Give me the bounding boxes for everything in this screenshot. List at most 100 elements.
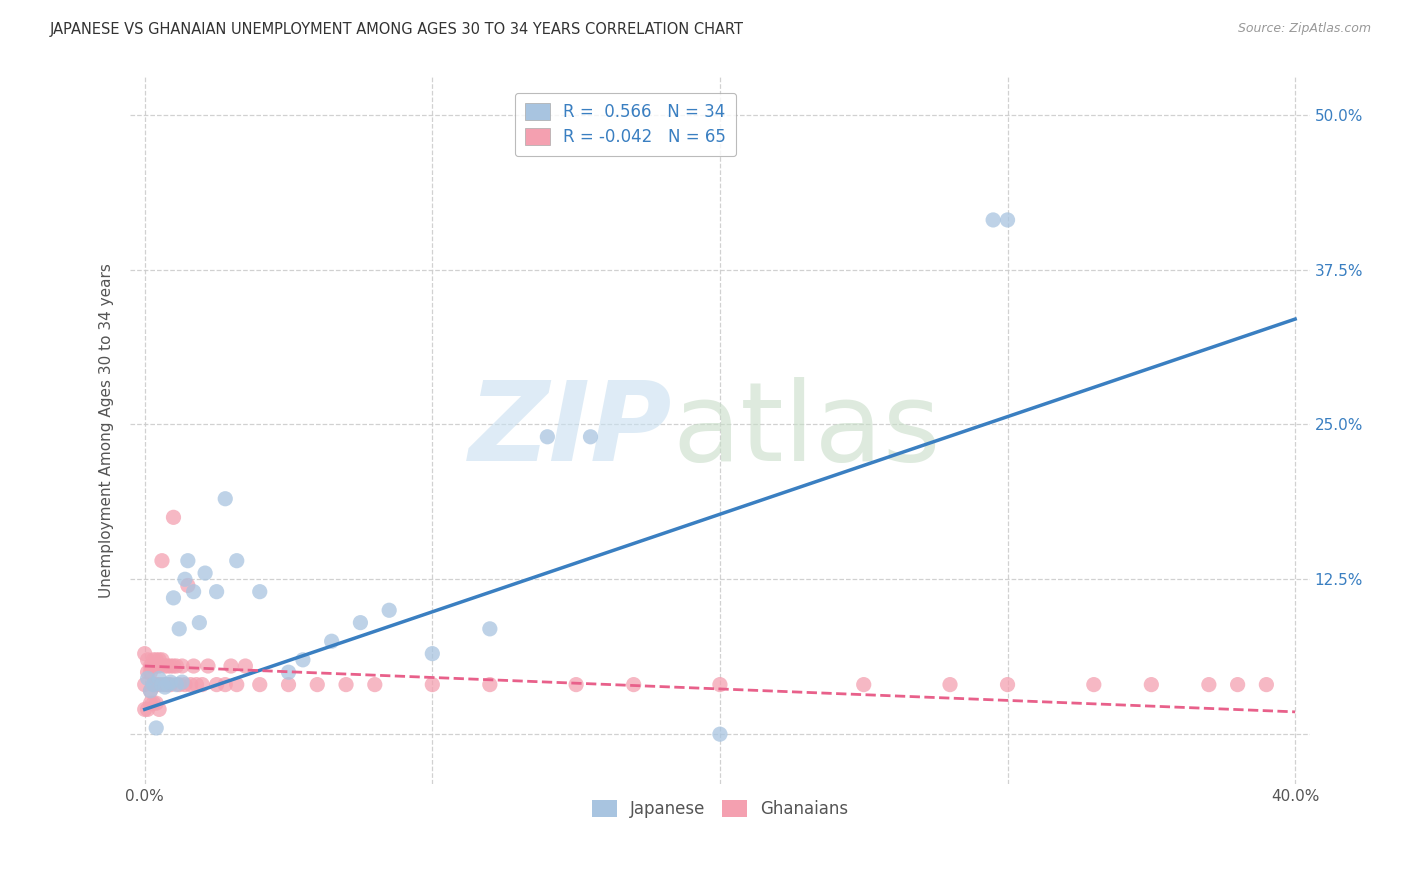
- Point: [205, 677, 228, 691]
- Point: [335, 677, 357, 691]
- Point: [214, 491, 236, 506]
- Point: [225, 677, 247, 691]
- Point: [134, 702, 156, 716]
- Point: [1256, 677, 1278, 691]
- Point: [349, 615, 371, 630]
- Point: [156, 659, 179, 673]
- Point: [177, 578, 200, 592]
- Point: [565, 677, 588, 691]
- Point: [142, 677, 165, 691]
- Point: [139, 696, 162, 710]
- Point: [997, 677, 1019, 691]
- Point: [852, 677, 875, 691]
- Point: [623, 677, 645, 691]
- Point: [249, 584, 271, 599]
- Point: [709, 677, 731, 691]
- Point: [136, 653, 159, 667]
- Point: [364, 677, 387, 691]
- Point: [145, 721, 167, 735]
- Point: [134, 647, 156, 661]
- Point: [162, 510, 184, 524]
- Point: [156, 677, 179, 691]
- Point: [307, 677, 329, 691]
- Point: [981, 213, 1004, 227]
- Point: [420, 647, 443, 661]
- Point: [709, 727, 731, 741]
- Point: [186, 677, 208, 691]
- Point: [148, 672, 170, 686]
- Point: [150, 677, 173, 691]
- Point: [579, 430, 602, 444]
- Point: [162, 591, 184, 605]
- Point: [183, 659, 205, 673]
- Point: [172, 675, 194, 690]
- Legend: Japanese, Ghanaians: Japanese, Ghanaians: [585, 793, 855, 825]
- Point: [148, 659, 170, 673]
- Point: [997, 213, 1019, 227]
- Point: [174, 572, 197, 586]
- Point: [153, 680, 176, 694]
- Point: [188, 615, 211, 630]
- Point: [156, 677, 179, 691]
- Point: [197, 659, 219, 673]
- Point: [145, 677, 167, 691]
- Point: [148, 702, 170, 716]
- Point: [174, 677, 197, 691]
- Point: [1083, 677, 1105, 691]
- Point: [194, 566, 217, 580]
- Text: JAPANESE VS GHANAIAN UNEMPLOYMENT AMONG AGES 30 TO 34 YEARS CORRELATION CHART: JAPANESE VS GHANAIAN UNEMPLOYMENT AMONG …: [49, 22, 744, 37]
- Text: atlas: atlas: [672, 377, 941, 484]
- Point: [148, 653, 170, 667]
- Point: [136, 702, 159, 716]
- Point: [939, 677, 962, 691]
- Point: [148, 677, 170, 691]
- Point: [159, 675, 181, 690]
- Point: [321, 634, 343, 648]
- Point: [205, 584, 228, 599]
- Point: [145, 653, 167, 667]
- Point: [1198, 677, 1220, 691]
- Text: ZIP: ZIP: [470, 377, 672, 484]
- Point: [145, 696, 167, 710]
- Point: [214, 677, 236, 691]
- Point: [177, 554, 200, 568]
- Point: [165, 677, 187, 691]
- Text: Source: ZipAtlas.com: Source: ZipAtlas.com: [1237, 22, 1371, 36]
- Point: [291, 653, 314, 667]
- Point: [183, 584, 205, 599]
- Point: [277, 665, 299, 680]
- Point: [180, 677, 202, 691]
- Point: [153, 659, 176, 673]
- Point: [139, 665, 162, 680]
- Point: [145, 659, 167, 673]
- Point: [162, 659, 184, 673]
- Point: [150, 653, 173, 667]
- Point: [142, 677, 165, 691]
- Y-axis label: Unemployment Among Ages 30 to 34 years: Unemployment Among Ages 30 to 34 years: [100, 263, 114, 598]
- Point: [478, 677, 501, 691]
- Point: [134, 677, 156, 691]
- Point: [219, 659, 242, 673]
- Point: [249, 677, 271, 691]
- Point: [420, 677, 443, 691]
- Point: [159, 659, 181, 673]
- Point: [165, 659, 187, 673]
- Point: [159, 677, 181, 691]
- Point: [139, 683, 162, 698]
- Point: [142, 659, 165, 673]
- Point: [153, 677, 176, 691]
- Point: [225, 554, 247, 568]
- Point: [136, 665, 159, 680]
- Point: [167, 677, 190, 691]
- Point: [139, 659, 162, 673]
- Point: [1140, 677, 1163, 691]
- Point: [378, 603, 401, 617]
- Point: [478, 622, 501, 636]
- Point: [191, 677, 214, 691]
- Point: [150, 554, 173, 568]
- Point: [142, 696, 165, 710]
- Point: [277, 677, 299, 691]
- Point: [139, 683, 162, 698]
- Point: [536, 430, 558, 444]
- Point: [1226, 677, 1249, 691]
